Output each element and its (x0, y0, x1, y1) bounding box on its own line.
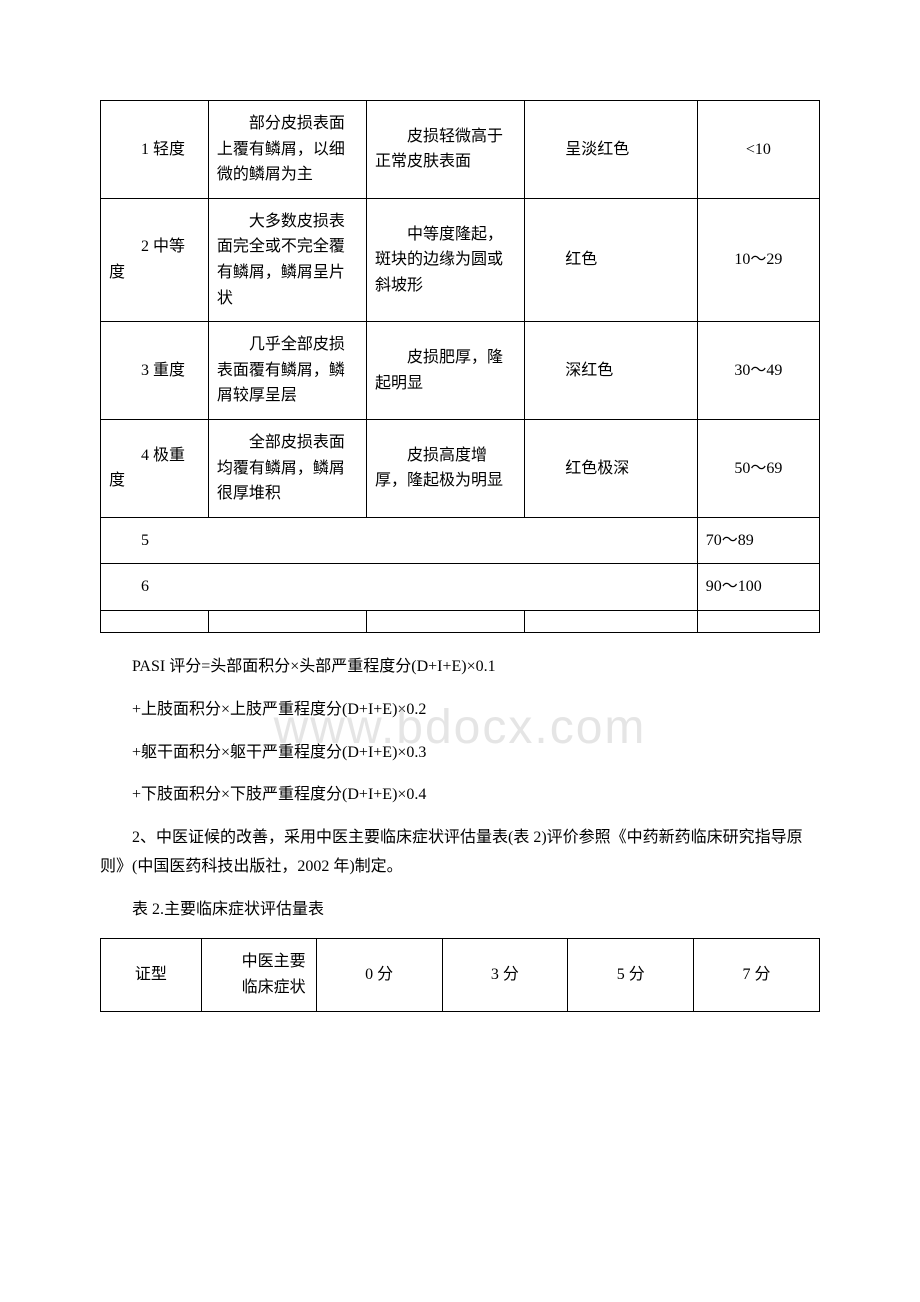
header-cell-score7: 7 分 (694, 939, 820, 1011)
table-row: 3 重度 几乎全部皮损表面覆有鳞屑，鳞屑较厚呈层 皮损肥厚，隆起明显 深红色 3… (101, 322, 820, 420)
header-cell-score3: 3 分 (442, 939, 568, 1011)
table-row: 2 中等度 大多数皮损表面完全或不完全覆有鳞屑，鳞屑呈片状 中等度隆起，斑块的边… (101, 198, 820, 321)
cell-severity-level: 1 轻度 (101, 101, 209, 199)
pasi-severity-table: 1 轻度 部分皮损表面上覆有鳞屑，以细微的鳞屑为主 皮损轻微高于正常皮肤表面 呈… (100, 100, 820, 633)
header-cell-symptom: 中医主要 临床症状 (201, 939, 316, 1011)
cell-empty (525, 610, 698, 632)
cell-severity-level: 4 极重度 (101, 419, 209, 517)
cell-scale-desc: 几乎全部皮损表面覆有鳞屑，鳞屑较厚呈层 (208, 322, 366, 420)
cell-range: 90～100 (697, 564, 819, 611)
cell-color-desc: 红色极深 (525, 419, 698, 517)
cell-range: 30～49 (697, 322, 819, 420)
cell-empty (367, 610, 525, 632)
table-empty-row (101, 610, 820, 632)
paragraph-formula-upper: +上肢面积分×上肢严重程度分(D+I+E)×0.2 (132, 696, 820, 725)
cell-scale-desc: 全部皮损表面均覆有鳞屑，鳞屑很厚堆积 (208, 419, 366, 517)
table-row: 1 轻度 部分皮损表面上覆有鳞屑，以细微的鳞屑为主 皮损轻微高于正常皮肤表面 呈… (101, 101, 820, 199)
table-row: 6 90～100 (101, 564, 820, 611)
cell-severity-level: 6 (101, 564, 698, 611)
cell-severity-level: 3 重度 (101, 322, 209, 420)
cell-severity-level: 5 (101, 517, 698, 564)
cell-scale-desc: 大多数皮损表面完全或不完全覆有鳞屑，鳞屑呈片状 (208, 198, 366, 321)
cell-color-desc: 呈淡红色 (525, 101, 698, 199)
cell-empty (101, 610, 209, 632)
paragraph-table2-title: 表 2.主要临床症状评估量表 (100, 896, 820, 925)
table-header-row: 证型 中医主要 临床症状 0 分 3 分 5 分 7 分 (101, 939, 820, 1011)
cell-severity-level: 2 中等度 (101, 198, 209, 321)
paragraph-pasi-formula: PASI 评分=头部面积分×头部严重程度分(D+I+E)×0.1 (100, 653, 820, 682)
cell-range: 70～89 (697, 517, 819, 564)
table-row: 4 极重度 全部皮损表面均覆有鳞屑，鳞屑很厚堆积 皮损高度增厚，隆起极为明显 红… (101, 419, 820, 517)
cell-lesion-desc: 皮损高度增厚，隆起极为明显 (367, 419, 525, 517)
table-row: 5 70～89 (101, 517, 820, 564)
cell-lesion-desc: 中等度隆起，斑块的边缘为圆或斜坡形 (367, 198, 525, 321)
paragraph-formula-lower: +下肢面积分×下肢严重程度分(D+I+E)×0.4 (132, 781, 820, 810)
cell-range: <10 (697, 101, 819, 199)
header-line2: 临床症状 (210, 975, 308, 1001)
paragraph-tcm-note: 2、中医证候的改善，采用中医主要临床症状评估量表(表 2)评价参照《中药新药临床… (100, 824, 820, 882)
header-cell-score5: 5 分 (568, 939, 694, 1011)
cell-empty (208, 610, 366, 632)
cell-range: 10～29 (697, 198, 819, 321)
header-cell-score0: 0 分 (316, 939, 442, 1011)
cell-range: 50～69 (697, 419, 819, 517)
cell-lesion-desc: 皮损轻微高于正常皮肤表面 (367, 101, 525, 199)
paragraph-formula-trunk: +躯干面积分×躯干严重程度分(D+I+E)×0.3 (132, 739, 820, 768)
cell-color-desc: 深红色 (525, 322, 698, 420)
cell-empty (697, 610, 819, 632)
cell-scale-desc: 部分皮损表面上覆有鳞屑，以细微的鳞屑为主 (208, 101, 366, 199)
cell-color-desc: 红色 (525, 198, 698, 321)
cell-lesion-desc: 皮损肥厚，隆起明显 (367, 322, 525, 420)
symptom-assessment-table: 证型 中医主要 临床症状 0 分 3 分 5 分 7 分 (100, 938, 820, 1011)
header-cell-type: 证型 (101, 939, 202, 1011)
header-line1: 中医主要 (210, 949, 308, 975)
